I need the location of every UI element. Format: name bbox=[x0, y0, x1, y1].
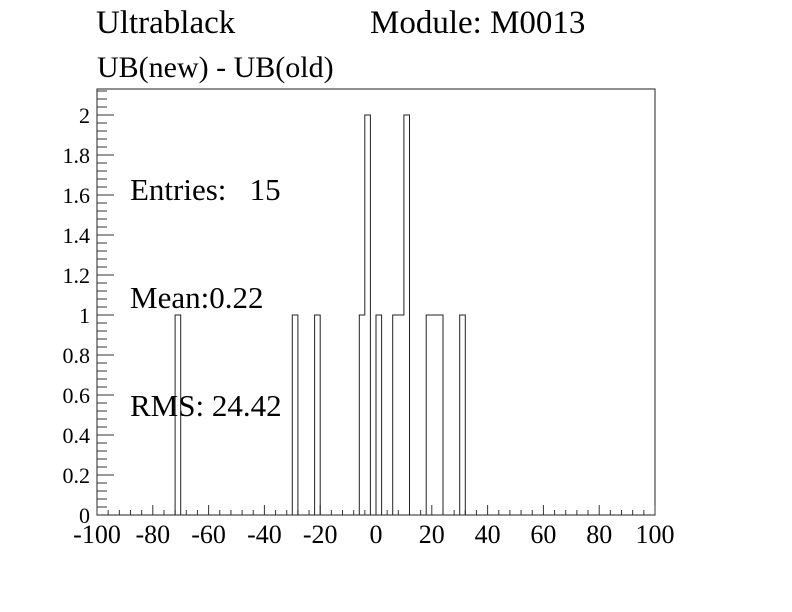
y-tick-label: 1.4 bbox=[63, 223, 91, 248]
y-tick-label: 0.2 bbox=[63, 463, 91, 488]
y-axis-labels: 0 0.2 0.4 0.6 0.8 1 1.2 1.4 1.6 1.8 2 bbox=[63, 103, 91, 528]
stats-entries: Entries: 15 bbox=[130, 172, 281, 207]
y-axis bbox=[97, 90, 114, 516]
x-tick-label: -80 bbox=[135, 520, 170, 549]
x-tick-label: -100 bbox=[73, 520, 121, 549]
x-tick-label: 20 bbox=[419, 520, 445, 549]
x-tick-label: 60 bbox=[530, 520, 556, 549]
y-tick-label: 0.6 bbox=[63, 383, 91, 408]
module-title: Module: M0013 bbox=[370, 5, 586, 41]
x-tick-label: -20 bbox=[303, 520, 338, 549]
y-tick-label: 1.2 bbox=[63, 263, 91, 288]
y-tick-label: 1.6 bbox=[63, 183, 91, 208]
x-tick-label: -60 bbox=[191, 520, 226, 549]
x-axis-labels: -100 -80 -60 -40 -20 0 20 40 60 80 100 bbox=[73, 520, 674, 549]
y-tick-label: 0 bbox=[79, 503, 90, 528]
x-tick-label: 0 bbox=[370, 520, 383, 549]
x-tick-label: 100 bbox=[636, 520, 675, 549]
histogram-title: UB(new) - UB(old) bbox=[97, 51, 334, 84]
x-tick-label: 80 bbox=[586, 520, 612, 549]
stats-rms: RMS: 24.42 bbox=[130, 388, 282, 423]
x-tick-label: -40 bbox=[247, 520, 282, 549]
y-tick-label: 0.4 bbox=[63, 423, 91, 448]
y-tick-label: 2 bbox=[79, 103, 90, 128]
y-tick-label: 1 bbox=[79, 303, 90, 328]
y-tick-label: 1.8 bbox=[63, 143, 91, 168]
stats-block: Entries: 15 Mean:0.22 RMS: 24.42 bbox=[130, 100, 282, 496]
y-tick-label: 0.8 bbox=[63, 343, 91, 368]
stats-mean: Mean:0.22 bbox=[130, 280, 264, 315]
page-title: Ultrablack bbox=[96, 5, 236, 41]
histogram-outline bbox=[97, 114, 655, 516]
x-tick-label: 40 bbox=[475, 520, 501, 549]
